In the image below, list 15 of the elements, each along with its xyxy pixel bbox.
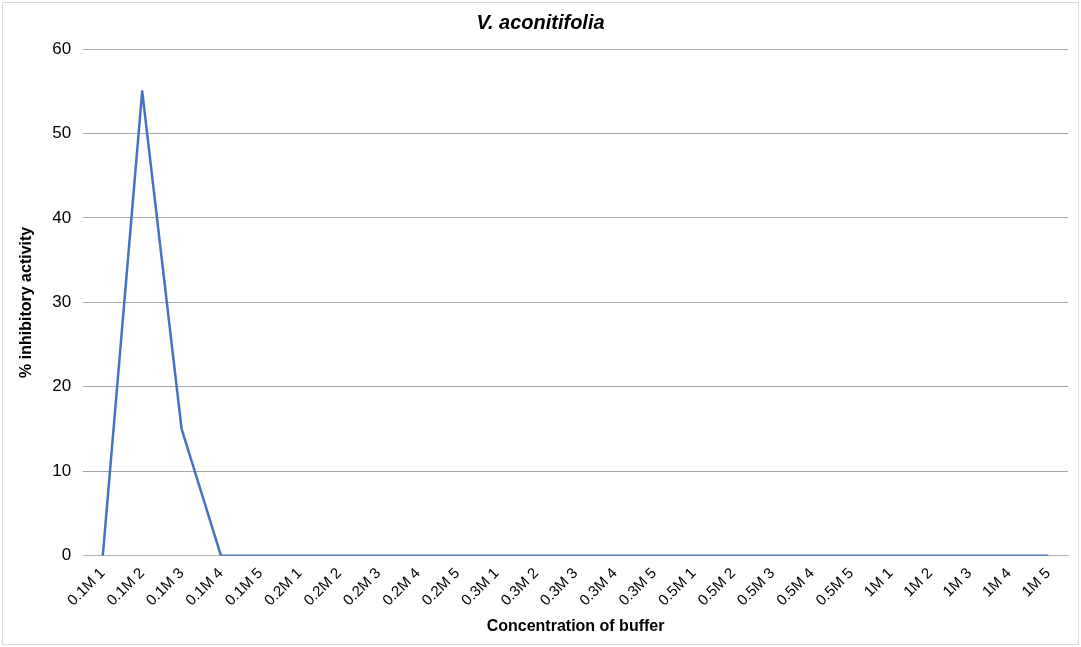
y-tick-label: 60 <box>52 38 72 58</box>
x-tick-label: 1M 5 <box>1017 564 1054 600</box>
y-tick-label: 50 <box>52 123 72 143</box>
chart-title: V. aconitifolia <box>476 10 605 33</box>
y-tick-label: 30 <box>52 292 72 312</box>
y-tick-label: 20 <box>52 376 72 396</box>
x-tick-label: 1M 3 <box>938 564 975 600</box>
x-tick-label: 1M 4 <box>978 564 1014 600</box>
x-axis-title: Concentration of buffer <box>486 616 665 634</box>
y-tick-label: 0 <box>61 545 72 565</box>
y-tick-label: 10 <box>52 460 72 480</box>
y-tick-label: 40 <box>52 207 72 227</box>
x-tick-label: 1M 2 <box>899 564 936 600</box>
y-axis-title: % inhibitory activity <box>17 226 35 378</box>
x-tick-label: 1M 1 <box>860 564 896 600</box>
